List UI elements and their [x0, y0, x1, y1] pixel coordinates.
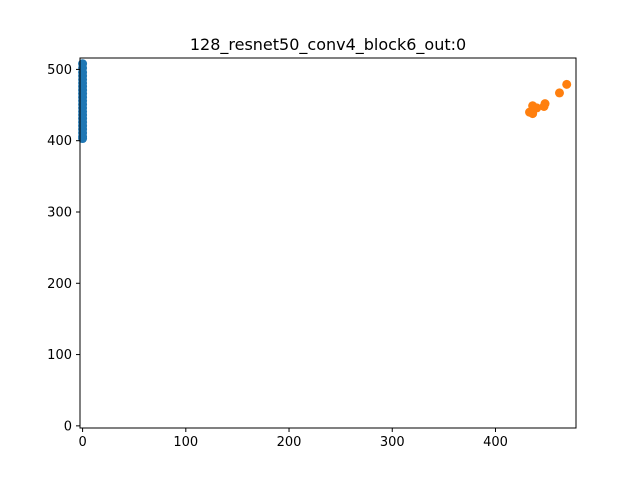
x-tick-label: 200	[277, 435, 302, 450]
y-tick-label: 0	[64, 419, 72, 434]
y-tick-label: 500	[47, 63, 72, 78]
series-1-point-22	[78, 134, 88, 144]
plot-area-frame	[79, 57, 577, 429]
series-2-point-1	[562, 79, 572, 89]
x-tick-label: 400	[483, 435, 508, 450]
series-2-point-2	[554, 88, 564, 98]
x-tick-label: 0	[78, 435, 86, 450]
series-2-point-4	[539, 101, 549, 111]
x-tick-label: 100	[173, 435, 198, 450]
y-tick-label: 400	[47, 134, 72, 149]
axis-ticks: 0 100 200 300 400 0 100 200 300 400 500	[47, 63, 508, 450]
y-tick-label: 300	[47, 205, 72, 220]
series-2-point-9	[528, 109, 538, 119]
chart-title: 128_resnet50_conv4_block6_out:0	[190, 35, 466, 55]
y-tick-label: 200	[47, 277, 72, 292]
y-tick-label: 100	[47, 348, 72, 363]
x-tick-label: 300	[380, 435, 405, 450]
